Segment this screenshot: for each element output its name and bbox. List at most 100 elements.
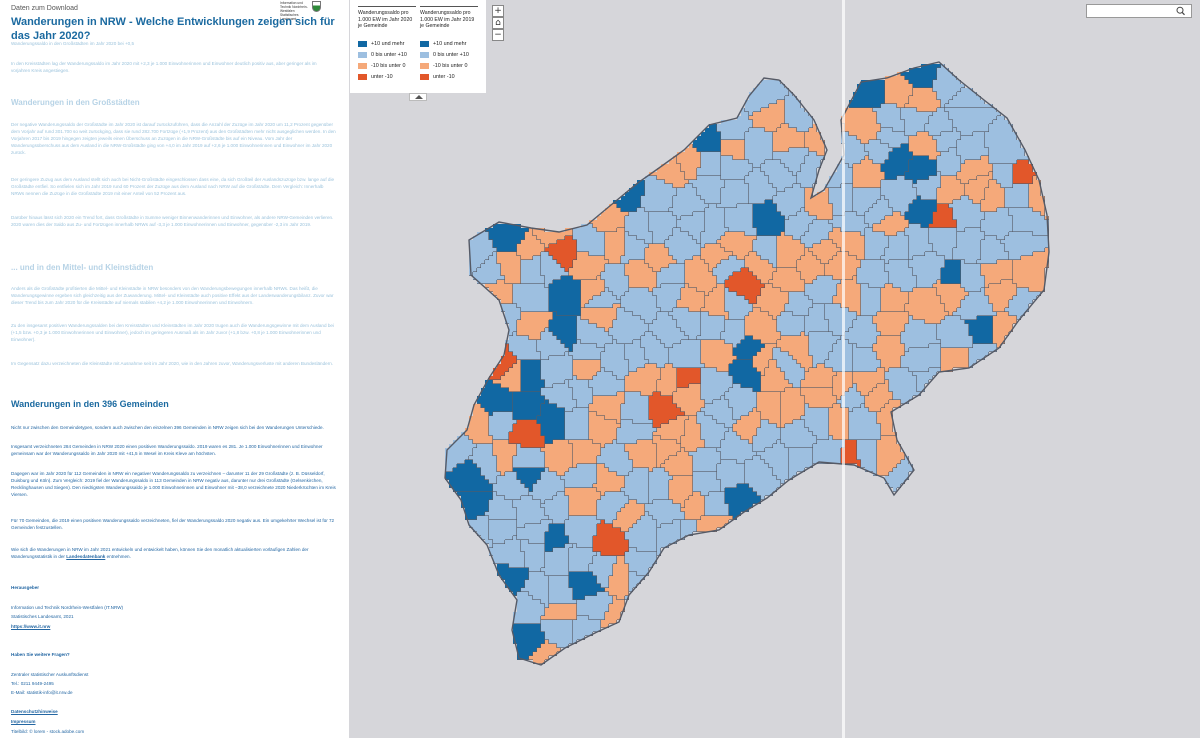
municipality-cell [921,232,925,236]
nrw-municipality-map[interactable] [349,0,1200,738]
municipality-cell [745,232,749,236]
municipality-cell [853,107,857,108]
municipality-cell [777,108,781,112]
download-link[interactable]: Daten zum Download [11,5,78,12]
municipality-cell [828,232,829,236]
municipality-cell [981,188,985,192]
municipality-cell [737,136,741,140]
municipality-cell [761,228,765,232]
municipality-cell [717,207,721,208]
municipality-cell [973,131,977,132]
municipality-cell [993,240,997,244]
municipality-cell [889,235,893,236]
municipality-cell [913,68,917,72]
municipality-cell [997,228,1001,232]
municipality-cell [989,200,993,204]
municipality-cell [849,156,853,160]
municipality-cell [845,136,849,140]
municipality-cell [857,240,861,244]
municipality-cell [1045,240,1049,244]
municipality-cell [661,208,665,212]
municipality-cell [945,103,949,104]
municipality-cell [752,208,753,212]
municipality-cell [873,96,877,100]
municipality-cell [973,104,977,108]
municipality-cell [677,168,681,172]
municipality-cell [645,224,649,228]
municipality-cell [1001,128,1005,132]
municipality-cell [901,215,905,216]
municipality-cell [861,136,865,140]
municipality-cell [665,220,669,224]
municipality-cell [961,144,965,148]
municipality-cell [905,96,909,100]
municipality-cell [805,176,809,180]
municipality-cell [769,208,773,212]
municipality-cell [705,244,709,248]
municipality-cell [929,164,933,168]
municipality-cell [901,220,905,224]
municipality-cell [989,232,993,236]
municipality-cell [977,240,981,244]
municipality-cell [645,192,649,196]
municipality-cell [913,107,917,108]
municipality-cell [752,212,753,216]
municipality-cell [684,176,685,180]
municipality-cell [781,96,785,100]
municipality-cell [953,128,957,132]
municipality-cell [1029,236,1033,240]
municipality-cell [941,228,945,232]
municipality-cell [949,100,953,104]
privacy-link[interactable]: Datenschutzhinweise [11,709,58,714]
municipality-cell [757,136,761,140]
municipality-cell [925,160,929,164]
municipality-cell [913,192,917,196]
municipality-cell [749,127,753,128]
municipality-cell [925,64,929,68]
municipality-cell [809,164,813,168]
municipality-cell [985,172,989,176]
municipality-cell [989,208,993,212]
municipality-cell [672,184,673,188]
municipality-cell [945,224,949,228]
municipality-cell [633,188,637,192]
municipality-cell [837,184,841,188]
municipality-cell [865,151,869,152]
municipality-cell [681,180,685,184]
municipality-cell [777,92,781,96]
municipality-cell [965,168,969,172]
municipality-cell [925,208,929,212]
publisher-link[interactable]: https://www.it.nrw [11,624,51,629]
municipality-cell [744,176,745,180]
municipality-cell [1005,124,1009,128]
municipality-cell [797,211,801,212]
municipality-cell [809,184,813,188]
municipality-cell [785,200,789,204]
municipality-cell [749,168,753,172]
municipality-cell [965,228,969,232]
municipality-cell [1028,188,1029,192]
municipality-cell [793,183,797,184]
municipality-cell [808,228,809,232]
municipality-cell [961,132,965,136]
municipality-cell [849,116,853,120]
municipality-cell [913,96,917,100]
municipality-cell [905,240,909,244]
municipality-cell [761,232,765,236]
municipality-cell [829,231,833,232]
municipality-cell [981,232,985,236]
municipality-cell [749,124,753,128]
municipality-cell [785,188,789,192]
municipality-cell [965,88,969,92]
municipality-cell [833,236,837,240]
municipality-cell [957,184,961,188]
municipality-cell [757,128,761,132]
municipality-cell [917,72,921,76]
municipality-cell [957,131,961,132]
municipality-cell [665,208,669,212]
municipality-cell [845,156,849,160]
municipality-cell [693,187,697,188]
municipality-cell [845,204,849,208]
imprint-link[interactable]: Impressum [11,719,36,724]
landesdatenbank-link[interactable]: Landesdatenbank [66,554,106,559]
